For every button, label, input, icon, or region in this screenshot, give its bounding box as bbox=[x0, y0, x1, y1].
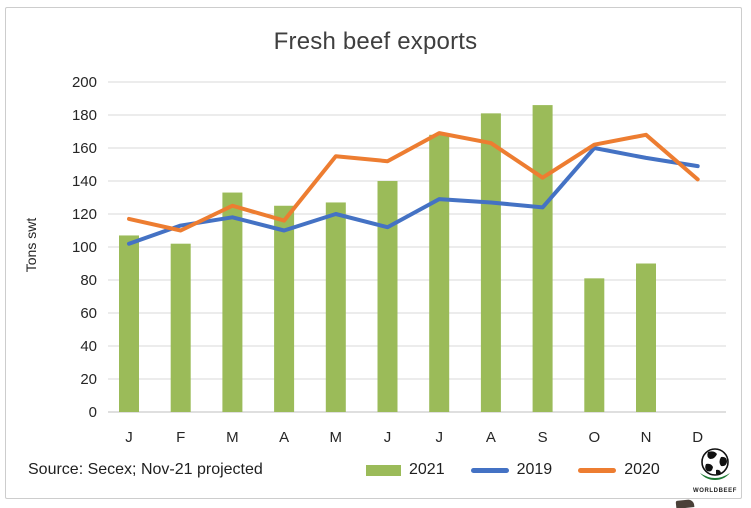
y-tick-label-80: 80 bbox=[80, 272, 97, 289]
x-tick-label-5-J: J bbox=[384, 429, 392, 446]
legend-swatch-2020 bbox=[578, 467, 617, 473]
bar-2021-F bbox=[170, 243, 191, 412]
y-tick-label-120: 120 bbox=[72, 206, 97, 223]
x-tick-label-1-F: F bbox=[176, 429, 185, 446]
x-tick-label-7-A: A bbox=[486, 429, 496, 446]
x-tick-label-10-N: N bbox=[641, 429, 652, 446]
y-tick-label-100: 100 bbox=[72, 239, 97, 256]
bar-2021-N bbox=[636, 263, 656, 412]
y-tick-label-40: 40 bbox=[80, 338, 97, 355]
legend-item-2020: 2020 bbox=[578, 461, 660, 479]
legend-label-2021: 2021 bbox=[409, 461, 445, 478]
logo-text: WORLDBEEF bbox=[692, 488, 738, 494]
x-tick-label-3-A: A bbox=[279, 429, 289, 446]
legend-swatch-2021 bbox=[366, 464, 401, 476]
y-tick-label-0: 0 bbox=[89, 404, 97, 421]
bar-2021-J bbox=[377, 181, 398, 412]
bar-2021-J bbox=[429, 134, 450, 413]
y-tick-label-60: 60 bbox=[80, 305, 97, 322]
y-tick-label-180: 180 bbox=[72, 107, 97, 124]
bar-2021-O bbox=[584, 278, 605, 412]
bar-2021-A bbox=[480, 113, 501, 412]
legend-label-2019: 2019 bbox=[516, 461, 553, 478]
source-note: Source: Secex; Nov-21 projected bbox=[28, 461, 263, 478]
line-series-2019 bbox=[127, 146, 700, 246]
y-tick-label-20: 20 bbox=[80, 371, 97, 388]
bar-2021-M bbox=[222, 192, 243, 412]
publisher-logo: WORLDBEEF bbox=[686, 447, 744, 494]
chart-title: Fresh beef exports bbox=[273, 28, 478, 55]
bar-2021-M bbox=[325, 202, 346, 412]
y-tick-label-200: 200 bbox=[72, 74, 97, 91]
legend-label-2020: 2020 bbox=[624, 461, 660, 478]
x-tick-label-8-S: S bbox=[538, 429, 548, 446]
legend-swatch-2019 bbox=[470, 467, 509, 473]
y-tick-label-160: 160 bbox=[72, 140, 97, 157]
bar-2021-J bbox=[119, 235, 139, 412]
bar-2021-A bbox=[274, 205, 295, 412]
legend-item-2019: 2019 bbox=[470, 461, 553, 479]
page-edge-mark bbox=[675, 499, 695, 508]
bar-2021-S bbox=[532, 105, 553, 412]
x-tick-label-9-O: O bbox=[588, 429, 600, 446]
x-tick-label-11-D: D bbox=[692, 429, 703, 446]
x-tick-label-6-J: J bbox=[435, 429, 443, 446]
line-series-2020 bbox=[127, 131, 700, 233]
chart-legend: 2021 2019 2020 bbox=[366, 461, 660, 479]
x-tick-label-0-J: J bbox=[125, 429, 133, 446]
x-tick-label-4-M: M bbox=[330, 429, 343, 446]
legend-item-2021: 2021 bbox=[366, 461, 445, 479]
globe-icon bbox=[700, 448, 730, 480]
x-tick-label-2-M: M bbox=[226, 429, 239, 446]
y-tick-label-140: 140 bbox=[72, 173, 97, 190]
